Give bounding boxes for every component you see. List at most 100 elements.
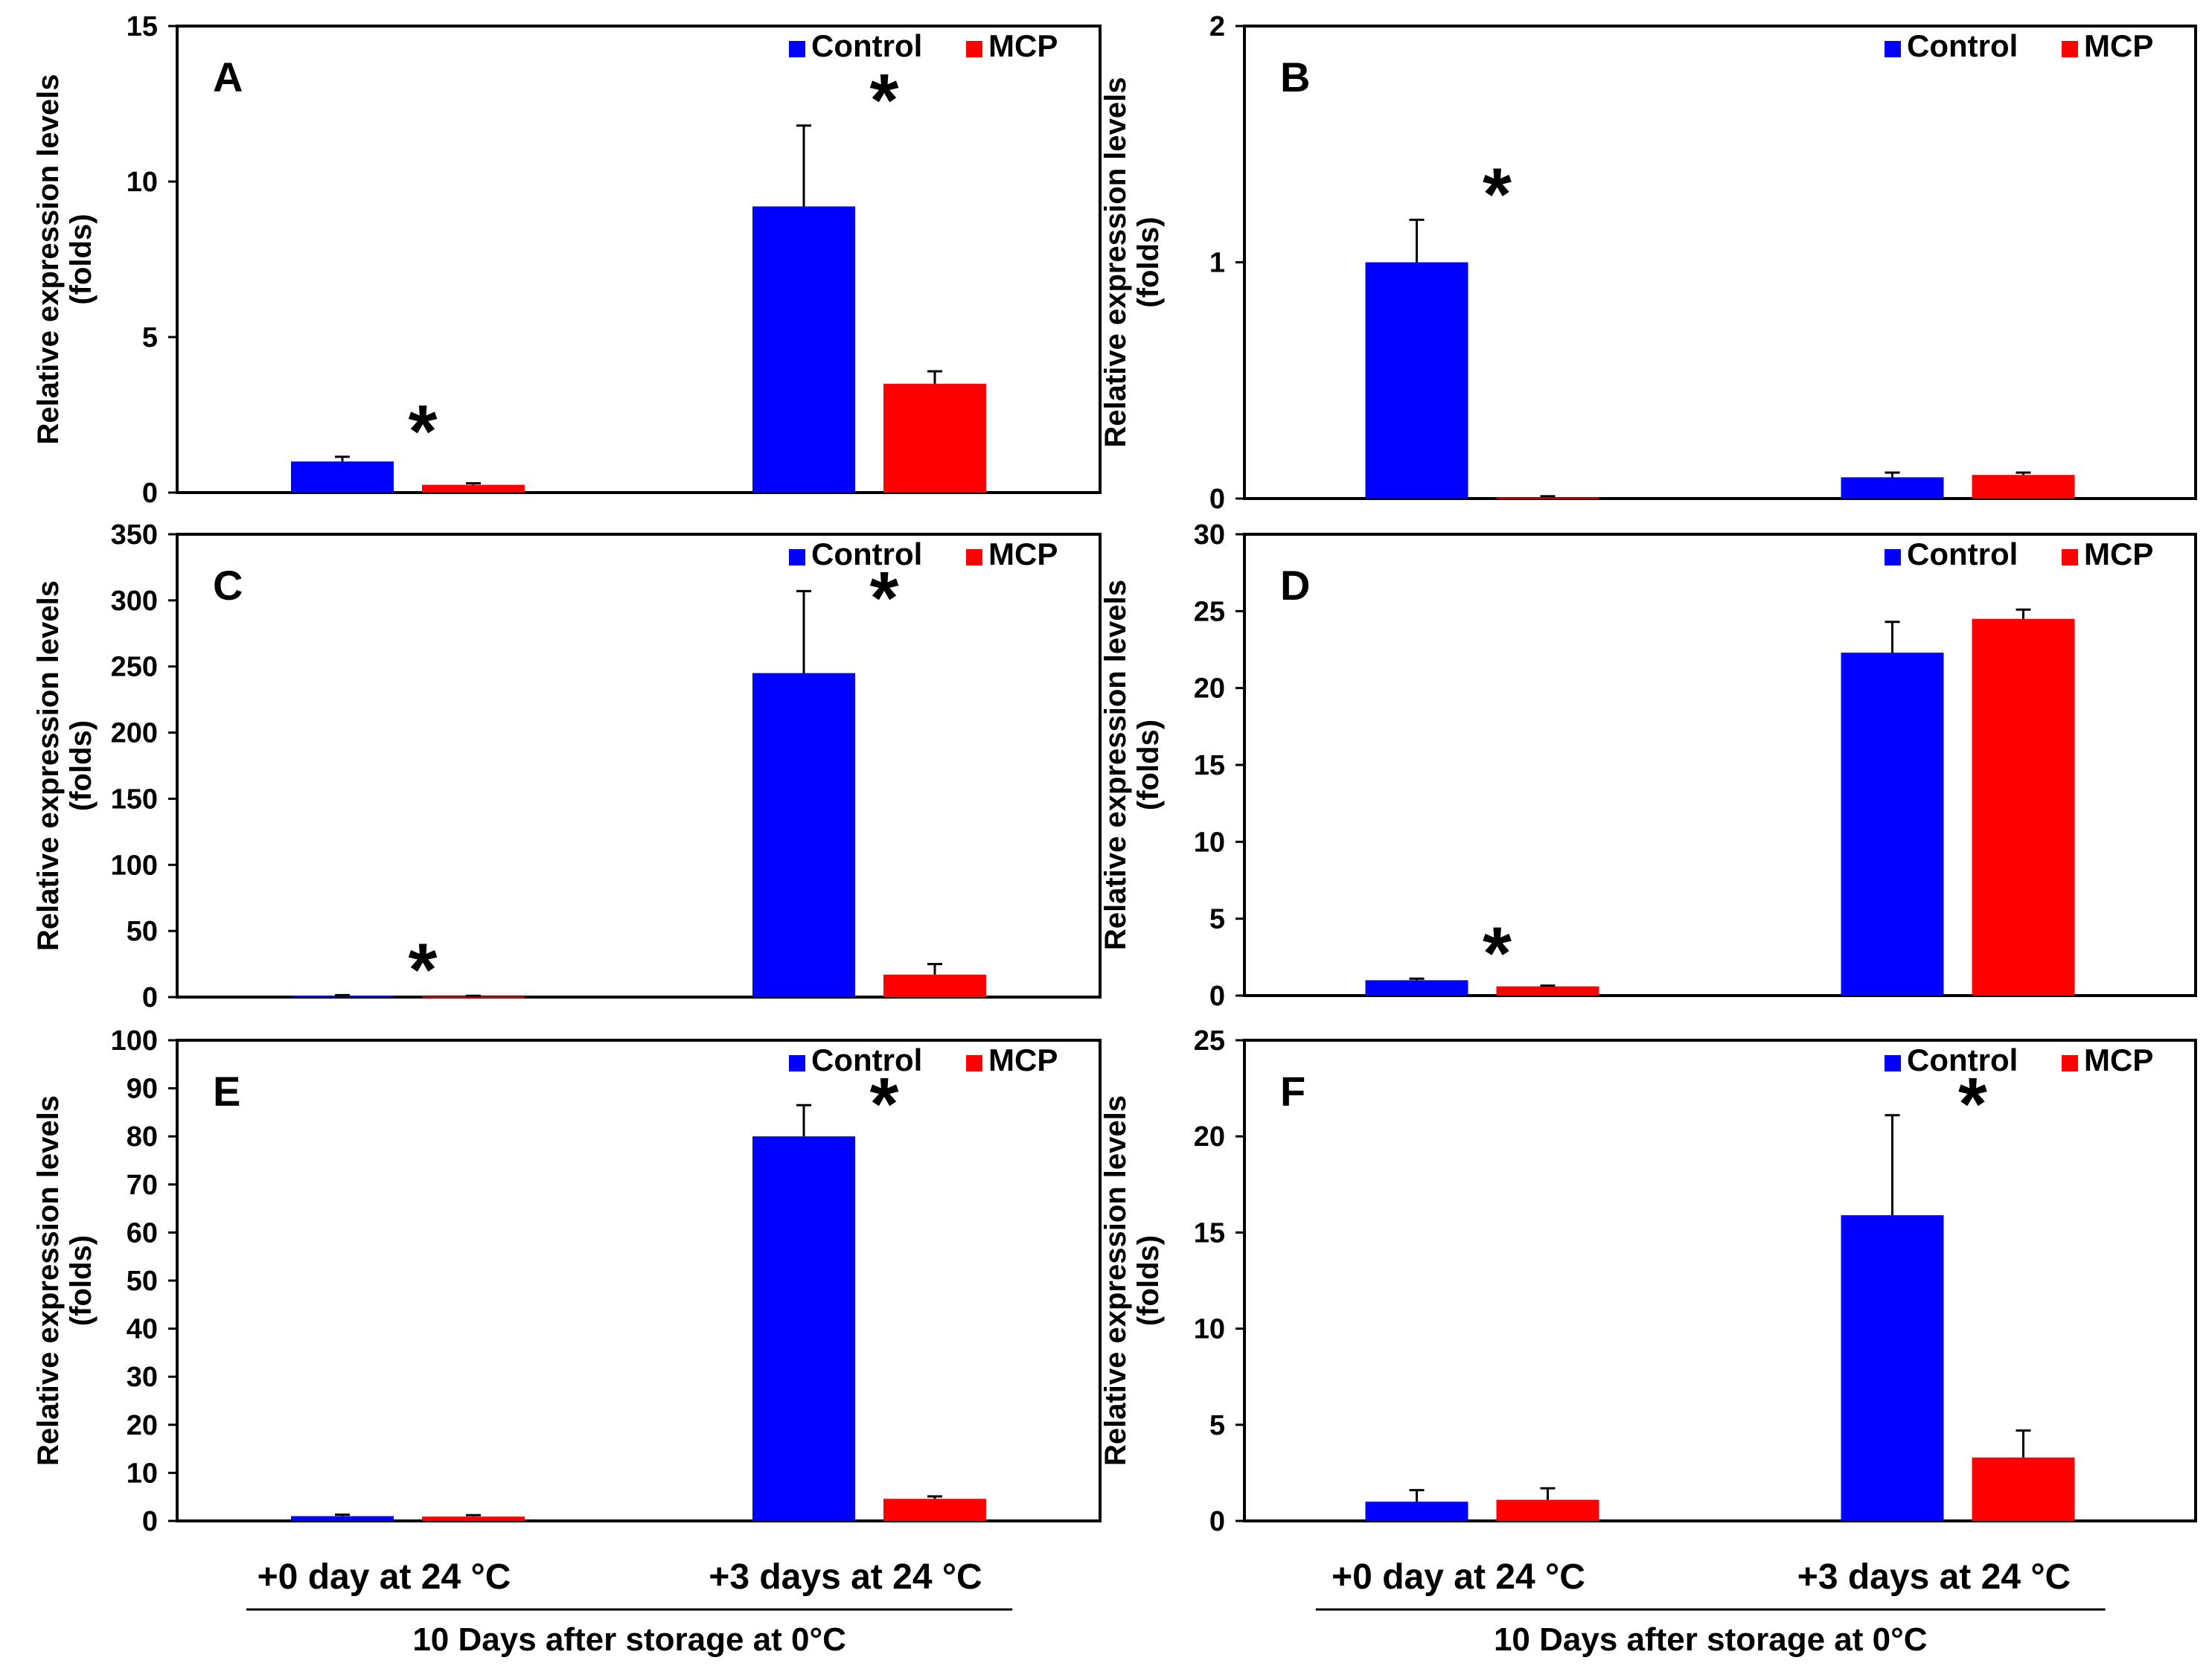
- legend-label-mcp: MCP: [988, 536, 1058, 571]
- panel-letter: B: [1280, 54, 1310, 100]
- y-tick-label: 150: [111, 784, 158, 815]
- legend-swatch-control: [789, 41, 805, 57]
- bar-mcp: [1972, 475, 2075, 499]
- bar-control: [1365, 262, 1468, 499]
- panel-b: 0 1 2 Relative expression levels (folds) B Con…: [1099, 11, 2197, 515]
- y-tick-label: 50: [127, 1266, 158, 1297]
- panel-c: 0 50 100 150 200 250 300 350 Relative expression…: [32, 519, 1102, 1013]
- y-tick-label: 30: [127, 1362, 158, 1393]
- bar-mcp: [422, 996, 525, 998]
- y-tick-label: 15: [1194, 1217, 1225, 1249]
- storage-condition-label: 10 Days after storage at 0°C: [412, 1621, 846, 1658]
- y-tick-label: 5: [142, 322, 158, 353]
- y-tick-label: 0: [142, 478, 158, 509]
- panel-letter: D: [1280, 562, 1310, 609]
- y-tick-label: 5: [1209, 1410, 1225, 1441]
- y-tick-label: 2: [1209, 11, 1225, 42]
- legend-swatch-mcp: [2062, 41, 2078, 57]
- y-tick-label: 10: [1194, 827, 1225, 858]
- bar-mcp: [1972, 1457, 2075, 1521]
- bar-control: [291, 461, 394, 493]
- y-tick-label: 30: [1194, 519, 1225, 551]
- legend-swatch-mcp: [2062, 1055, 2078, 1071]
- legend-swatch-mcp: [966, 41, 982, 57]
- plot-frame: [176, 1039, 1102, 1522]
- bar-control: [291, 996, 394, 998]
- y-tick-label: 350: [111, 519, 158, 551]
- legend-swatch-control: [1885, 549, 1901, 566]
- y-tick-label: 0: [142, 1506, 158, 1537]
- panel-letter: A: [213, 54, 243, 100]
- y-tick-label: 5: [1209, 904, 1225, 935]
- legend-swatch-mcp: [966, 1055, 982, 1071]
- y-tick-label: 1: [1209, 248, 1225, 279]
- legend-swatch-control: [1885, 41, 1901, 57]
- y-axis-unit: (folds): [65, 214, 98, 304]
- bar-mcp: [1496, 986, 1599, 996]
- y-axis-unit: (folds): [1132, 217, 1165, 307]
- bar-control: [752, 206, 855, 493]
- bar-mcp: [1496, 1499, 1599, 1521]
- category-label: +0 day at 24 °C: [258, 1557, 511, 1597]
- y-axis-unit: (folds): [1132, 1235, 1165, 1326]
- y-tick-label: 250: [111, 652, 158, 683]
- legend-label-control: Control: [1907, 28, 2018, 63]
- panel-d: 0 5 10 15 20 25 30 Relative expression levels (f…: [1099, 519, 2197, 1012]
- category-label: +3 days at 24 °C: [709, 1557, 982, 1597]
- legend-swatch-mcp: [966, 549, 982, 566]
- significance-marker: *: [870, 557, 899, 640]
- legend-label-mcp: MCP: [988, 28, 1058, 63]
- y-tick-label: 10: [127, 1458, 158, 1489]
- legend-label-mcp: MCP: [2084, 1042, 2153, 1077]
- legend-label-control: Control: [1907, 536, 2018, 571]
- y-tick-label: 100: [111, 1025, 158, 1057]
- y-axis-unit: (folds): [65, 1235, 98, 1326]
- legend-swatch-control: [1885, 1055, 1901, 1071]
- significance-marker: *: [1483, 153, 1512, 236]
- y-tick-label: 100: [111, 850, 158, 881]
- bar-control: [1365, 980, 1468, 996]
- panel-f: 0 5 10 15 20 25 Relative expression levels (fol…: [1099, 1025, 2197, 1537]
- significance-marker: *: [870, 1063, 899, 1146]
- storage-condition-label: 10 Days after storage at 0°C: [1494, 1621, 1928, 1658]
- plot-frame: [176, 25, 1102, 494]
- y-tick-label: 20: [1194, 1121, 1225, 1153]
- significance-marker: *: [1958, 1063, 1987, 1146]
- category-label: +0 day at 24 °C: [1332, 1557, 1585, 1597]
- panel-e: 0 10 20 30 40 50 60 70 80 90 100 Relative expressio…: [32, 1025, 1102, 1537]
- y-tick-label: 15: [127, 11, 158, 42]
- y-tick-label: 10: [1194, 1314, 1225, 1345]
- bar-control: [1841, 477, 1944, 499]
- plot-frame: [1243, 1039, 2197, 1522]
- legend-label-mcp: MCP: [2084, 536, 2153, 571]
- y-tick-label: 25: [1194, 596, 1225, 627]
- significance-marker: *: [870, 59, 899, 142]
- y-tick-label: 0: [1209, 484, 1225, 515]
- panel-letter: E: [213, 1068, 240, 1115]
- legend-swatch-control: [789, 549, 805, 566]
- legend-label-mcp: MCP: [2084, 28, 2153, 63]
- y-tick-label: 20: [1194, 673, 1225, 705]
- y-tick-label: 25: [1194, 1025, 1225, 1057]
- y-axis-unit: (folds): [65, 720, 98, 811]
- bar-control: [752, 1136, 855, 1521]
- bar-mcp: [422, 1516, 525, 1521]
- y-tick-label: 300: [111, 586, 158, 617]
- y-tick-label: 200: [111, 718, 158, 749]
- significance-marker: *: [409, 928, 438, 1011]
- y-tick-label: 10: [127, 167, 158, 198]
- x-axis-labels-right: +0 day at 24 °C +3 days at 24 °C 10 Days a…: [1315, 1557, 2106, 1658]
- bar-mcp: [422, 484, 525, 493]
- y-tick-label: 60: [127, 1217, 158, 1249]
- y-tick-label: 40: [127, 1314, 158, 1345]
- bar-mcp: [1972, 618, 2075, 996]
- y-tick-label: 80: [127, 1121, 158, 1153]
- bar-mcp: [883, 1499, 986, 1521]
- y-axis-label: Relative expression levels: [32, 74, 65, 444]
- bar-control: [291, 1516, 394, 1521]
- legend-swatch-mcp: [2062, 549, 2078, 566]
- y-tick-label: 70: [127, 1170, 158, 1201]
- y-tick-label: 20: [127, 1410, 158, 1441]
- y-tick-label: 0: [1209, 1506, 1225, 1537]
